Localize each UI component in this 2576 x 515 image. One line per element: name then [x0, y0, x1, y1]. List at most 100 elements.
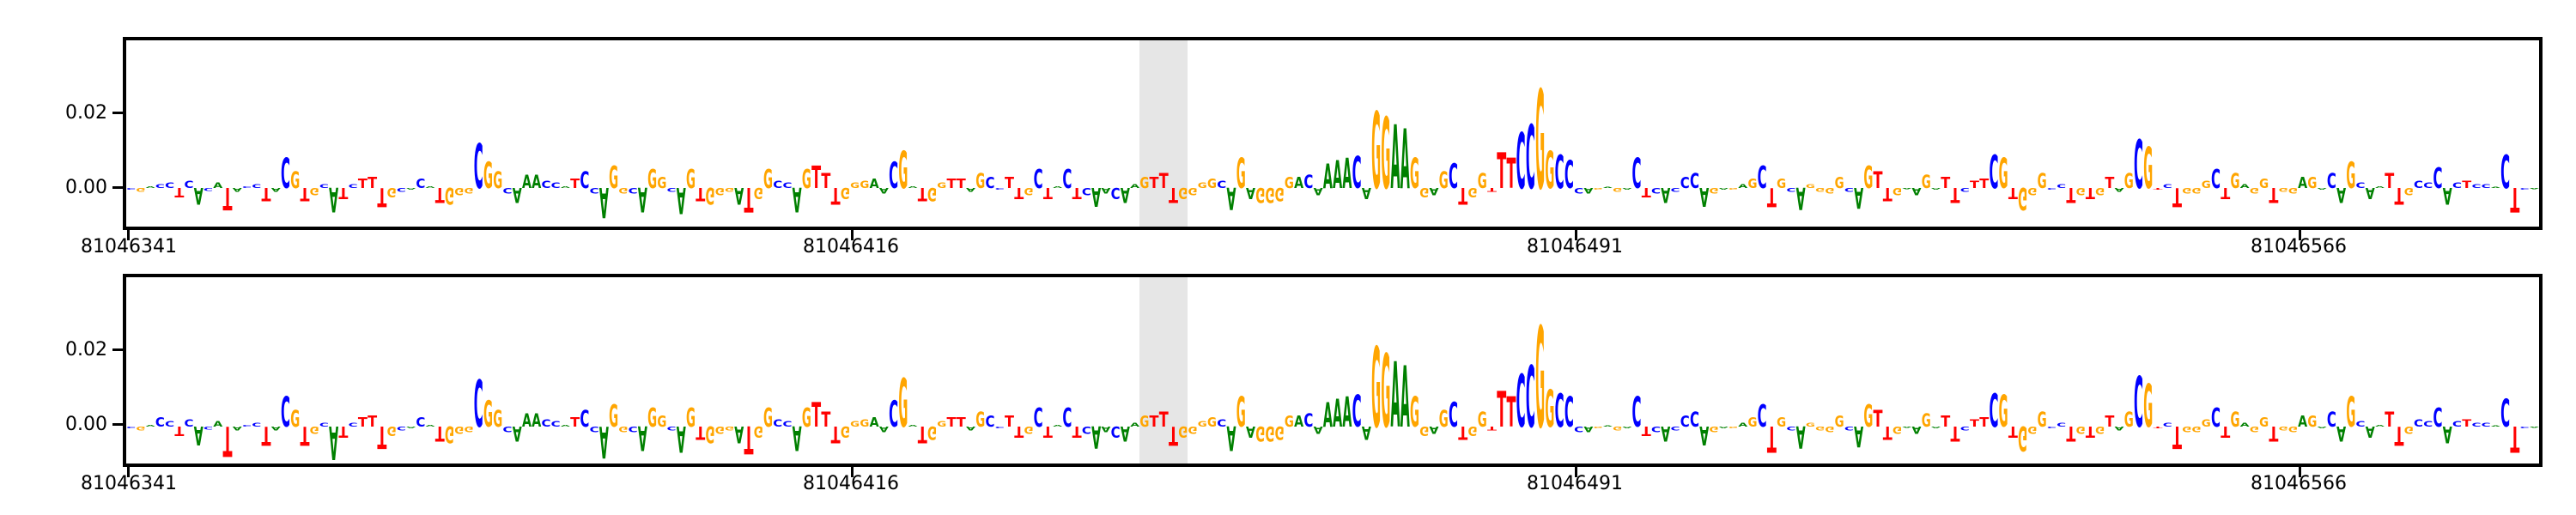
- logo-letter-G: G: [802, 164, 811, 194]
- logo-letter-T: T: [1487, 186, 1497, 192]
- logo-letter-G: G: [937, 181, 946, 190]
- logo-letter-G: G: [136, 425, 145, 431]
- logo-letter-T: T: [1642, 185, 1652, 200]
- logo-letter-C: C: [204, 426, 213, 431]
- logo-letter-T: T: [300, 183, 310, 203]
- logo-letter-G: G: [1922, 173, 1931, 193]
- logo-letter-A: A: [213, 181, 223, 190]
- logo-letter-C: C: [155, 183, 165, 189]
- logo-letter-G: G: [1709, 186, 1718, 195]
- logo-letter-C: C: [2211, 403, 2221, 433]
- logo-letter-G: G: [1207, 176, 1217, 191]
- logo-letter-G: G: [1198, 420, 1207, 428]
- logo-letter-G: G: [2143, 137, 2153, 203]
- logo-letter-G: G: [850, 420, 860, 428]
- logo-letter-C: C: [667, 186, 677, 192]
- logo-letter-A: A: [532, 411, 541, 432]
- logo-letter-T: T: [1506, 151, 1516, 198]
- logo-letter-G: G: [1777, 415, 1786, 430]
- logo-letter-T: T: [1005, 174, 1015, 192]
- logo-letter-C: C: [1034, 403, 1043, 433]
- logo-letter-G: G: [454, 423, 464, 435]
- logo-letter-C: C: [2500, 146, 2510, 200]
- logo-letter-G: G: [754, 423, 763, 441]
- logo-letter-C: C: [2356, 420, 2366, 428]
- logo-letter-A: A: [2336, 183, 2346, 208]
- logo-letter-A: A: [1121, 421, 1130, 446]
- x-tick-mark: [127, 467, 130, 477]
- logo-letter-T: T: [570, 415, 580, 430]
- logo-letter-T: T: [358, 415, 368, 430]
- logo-letter-T: T: [1883, 183, 1893, 203]
- logo-letter-C: C: [773, 417, 782, 429]
- logo-letter-C: C: [2211, 164, 2221, 194]
- logo-letter-A: A: [1902, 426, 1912, 427]
- logo-letter-G: G: [2038, 168, 2047, 193]
- logo-letter-G: G: [493, 168, 502, 195]
- logo-letter-C: C: [1680, 413, 1690, 431]
- logo-letter-G: G: [706, 182, 715, 209]
- logo-letter-C: C: [165, 420, 174, 428]
- logo-letter-C: C: [1844, 186, 1854, 192]
- logo-letter-G: G: [387, 423, 397, 439]
- logo-letter-A: A: [1699, 420, 1709, 450]
- logo-letter-T: T: [1169, 183, 1178, 208]
- logo-letter-A: A: [1323, 157, 1333, 196]
- logo-letter-T: T: [2066, 183, 2075, 208]
- logo-letter-A: A: [561, 425, 571, 427]
- logo-letter-T: T: [1874, 168, 1883, 195]
- logo-letter-T: T: [2105, 413, 2115, 431]
- logo-letter-T: T: [2221, 423, 2231, 441]
- logo-letter-A: A: [2318, 187, 2328, 191]
- logo-letter-A: A: [1246, 423, 1255, 441]
- logo-letter-A: A: [1583, 186, 1594, 195]
- logo-letter-G: G: [1265, 183, 1274, 208]
- logo-letter-C: C: [1989, 146, 1998, 200]
- logo-letter-A: A: [677, 417, 686, 458]
- logo-letter-C: C: [1680, 174, 1690, 192]
- logo-letter-A: A: [271, 425, 281, 431]
- logo-letter-T: T: [1767, 181, 1777, 211]
- logo-letter-G: G: [1545, 142, 1554, 202]
- logo-letter-G: G: [618, 425, 628, 433]
- logo-letter-A: A: [146, 186, 156, 189]
- logo-letter-A: A: [2530, 426, 2539, 427]
- logo-letter-T: T: [2154, 187, 2164, 191]
- logo-letter-G: G: [647, 164, 657, 194]
- logo-letter-C: C: [1526, 109, 1535, 210]
- logo-letter-A: A: [793, 419, 802, 457]
- logo-letter-G: G: [1893, 185, 1902, 197]
- logo-letter-T: T: [2269, 421, 2278, 446]
- logo-letter-G: G: [2288, 425, 2298, 433]
- logo-letter-T: T: [744, 417, 753, 462]
- logo-letter-A: A: [2318, 426, 2328, 429]
- logo-letter-C: C: [1960, 186, 1970, 192]
- logo-letter-G: G: [1275, 183, 1285, 203]
- highlight-band: [1139, 40, 1188, 227]
- logo-letter-G: G: [2027, 423, 2037, 435]
- logo-letter-G: G: [1594, 187, 1603, 191]
- logo-letter-C: C: [580, 168, 589, 195]
- logo-letter-T: T: [957, 415, 967, 430]
- logo-letter-A: A: [406, 187, 416, 190]
- logo-letter-A: A: [271, 186, 281, 192]
- logo-letter-C: C: [1449, 396, 1458, 434]
- logo-letter-A: A: [233, 425, 242, 431]
- logo-letter-C: C: [1844, 425, 1854, 431]
- logo-letter-T: T: [1150, 174, 1160, 192]
- logo-letter-C: C: [995, 426, 1005, 429]
- logo-letter-T: T: [338, 185, 349, 203]
- logo-letter-A: A: [1053, 186, 1063, 189]
- logo-letter-C: C: [185, 179, 194, 191]
- logo-letter-T: T: [377, 181, 386, 211]
- logo-letter-G: G: [1439, 168, 1449, 195]
- logo-letter-C: C: [2356, 181, 2366, 190]
- logo-letter-A: A: [426, 425, 436, 427]
- logo-letter-C: C: [1555, 385, 1564, 439]
- logo-letter-A: A: [638, 419, 647, 457]
- logo-letter-G: G: [802, 403, 811, 433]
- logo-letter-T: T: [811, 396, 821, 434]
- logo-letter-C: C: [349, 183, 358, 189]
- logo-letter-C: C: [2433, 403, 2442, 433]
- logo-letter-A: A: [532, 173, 541, 193]
